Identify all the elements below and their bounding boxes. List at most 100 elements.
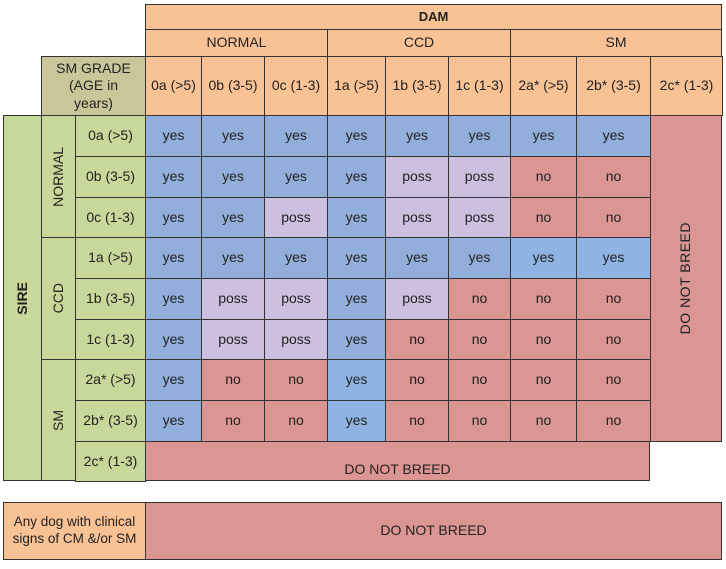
sire-group-ccd-text: CCD [49,283,66,314]
compatibility-cell: no [510,156,577,198]
compatibility-cell: yes [576,115,651,157]
compatibility-cell: no [576,319,651,360]
compatibility-cell: yes [264,156,328,198]
compatibility-cell: yes [145,319,202,360]
compatibility-cell: yes [327,115,386,157]
dam-col-header: 0c (1-3) [264,56,328,116]
compatibility-cell: poss [264,197,328,238]
do-not-breed-column: DO NOT BREED [650,115,722,442]
compatibility-cell: yes [510,115,577,157]
do-not-breed-column-text: DO NOT BREED [677,222,694,335]
compatibility-cell: yes [327,197,386,238]
sire-group-normal: NORMAL [41,115,76,238]
compatibility-cell: yes [201,156,265,198]
sire-row-header: 0c (1-3) [75,197,146,238]
dam-group-sm: SM [510,29,722,57]
dam-col-header: 2a* (>5) [510,56,577,116]
compatibility-cell: yes [145,237,202,279]
compatibility-cell: no [576,400,651,442]
dam-col-header: 0a (>5) [145,56,202,116]
compatibility-cell: poss [448,156,511,198]
sire-row-header: 2a* (>5) [75,359,146,401]
compatibility-cell: no [510,197,577,238]
compatibility-cell: yes [201,115,265,157]
sire-row-header: 2b* (3-5) [75,400,146,442]
dam-group-ccd: CCD [327,29,511,57]
compatibility-cell: yes [145,197,202,238]
compatibility-cell: yes [327,237,386,279]
compatibility-cell: yes [201,237,265,279]
compatibility-cell: no [385,359,449,401]
sire-label-text: SIRE [13,281,30,315]
dam-col-header: 2b* (3-5) [576,56,651,116]
compatibility-cell: yes [264,115,328,157]
compatibility-cell: no [448,400,511,442]
sire-row-header: 1b (3-5) [75,278,146,320]
compatibility-cell: yes [385,115,449,157]
compatibility-cell: no [264,400,328,442]
compatibility-cell: yes [385,237,449,279]
do-not-breed-row-text: DO NOT BREED [344,460,451,477]
compatibility-cell: yes [327,400,386,442]
sire-row-header: 0a (>5) [75,115,146,157]
compatibility-cell: yes [327,156,386,198]
compatibility-cell: no [576,156,651,198]
clinical-signs-label: Any dog with clinical signs of CM &/or S… [3,502,146,560]
compatibility-cell: no [201,400,265,442]
dam-group-normal: NORMAL [145,29,328,57]
compatibility-cell: yes [448,115,511,157]
compatibility-cell: no [510,359,577,401]
compatibility-cell: no [510,278,577,320]
sire-group-sm-text: SM [49,409,66,431]
compatibility-cell: no [385,400,449,442]
dam-header: DAM [145,4,722,30]
sm-grade-header: SM GRADE (AGE in years) [41,56,146,116]
compatibility-cell: no [385,319,449,360]
compatibility-cell: yes [145,156,202,198]
compatibility-cell: yes [327,359,386,401]
sire-row-header: 0b (3-5) [75,156,146,198]
dam-col-header: 1b (3-5) [385,56,449,116]
compatibility-cell: yes [264,237,328,279]
compatibility-cell: poss [201,278,265,320]
compatibility-cell: poss [385,278,449,320]
compatibility-cell: poss [264,319,328,360]
dam-col-header: 0b (3-5) [201,56,265,116]
compatibility-cell: yes [510,237,577,279]
compatibility-cell: poss [448,197,511,238]
compatibility-cell: no [448,319,511,360]
compatibility-cell: poss [385,156,449,198]
compatibility-cell: yes [145,400,202,442]
compatibility-cell: no [576,359,651,401]
compatibility-cell: poss [201,319,265,360]
compatibility-cell: no [576,197,651,238]
compatibility-cell: no [448,359,511,401]
compatibility-cell: yes [327,319,386,360]
compatibility-cell: poss [385,197,449,238]
compatibility-cell: no [510,400,577,442]
dam-col-header: 2c* (1-3) [650,56,723,116]
compatibility-cell: no [201,359,265,401]
compatibility-cell: yes [576,237,651,279]
compatibility-cell: no [448,278,511,320]
compatibility-cell: yes [145,359,202,401]
compatibility-cell: yes [145,278,202,320]
compatibility-cell: yes [327,278,386,320]
compatibility-cell: poss [264,278,328,320]
clinical-do-not-breed: DO NOT BREED [145,502,722,560]
compatibility-cell: yes [201,197,265,238]
compatibility-cell: no [510,319,577,360]
sire-row-header: 1c (1-3) [75,319,146,360]
do-not-breed-row: DO NOT BREED [145,441,650,481]
sire-group-sm: SM [41,359,76,481]
compatibility-cell: no [576,278,651,320]
compatibility-cell: no [264,359,328,401]
sire-group-ccd: CCD [41,237,76,360]
dam-col-header: 1c (1-3) [448,56,511,116]
dam-col-header: 1a (>5) [327,56,386,116]
sire-label: SIRE [3,115,42,481]
compatibility-cell: yes [448,237,511,279]
sire-row-header: 1a (>5) [75,237,146,279]
sire-group-normal-text: NORMAL [49,146,66,207]
compatibility-cell: yes [145,115,202,157]
